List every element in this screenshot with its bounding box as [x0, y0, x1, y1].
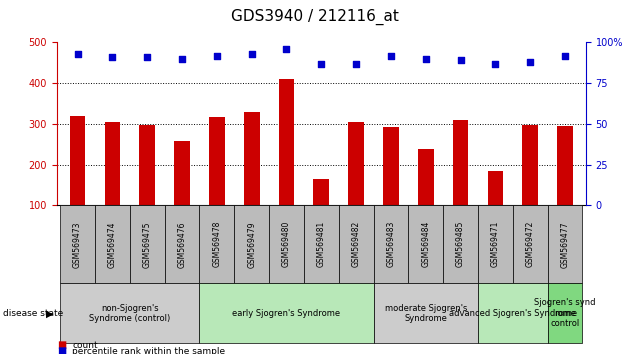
Bar [130, 205, 164, 283]
Text: percentile rank within the sample: percentile rank within the sample [72, 347, 226, 354]
Bar [488, 171, 503, 246]
Bar [443, 205, 478, 283]
Point [386, 53, 396, 58]
Point [177, 56, 187, 62]
Bar [105, 122, 120, 246]
Bar [374, 283, 478, 343]
Bar [547, 205, 582, 283]
Text: GSM569477: GSM569477 [561, 221, 570, 268]
Bar [200, 205, 234, 283]
Point [246, 51, 256, 57]
Bar [374, 205, 408, 283]
Text: GSM569482: GSM569482 [352, 221, 360, 267]
Text: GSM569479: GSM569479 [247, 221, 256, 268]
Bar [60, 205, 95, 283]
Bar [547, 283, 582, 343]
Point [455, 58, 466, 63]
Bar [383, 127, 399, 246]
Point [490, 61, 500, 67]
Text: GSM569483: GSM569483 [386, 221, 396, 268]
Bar [209, 116, 225, 246]
Bar [139, 125, 155, 246]
Text: GSM569474: GSM569474 [108, 221, 117, 268]
Bar [478, 283, 547, 343]
Bar [348, 122, 364, 246]
Bar [200, 283, 374, 343]
Point [212, 53, 222, 58]
Text: GSM569473: GSM569473 [73, 221, 82, 268]
Text: advanced Sjogren's Syndrome: advanced Sjogren's Syndrome [449, 309, 577, 318]
Bar [418, 149, 433, 246]
Bar [557, 126, 573, 246]
Text: GDS3940 / 212116_at: GDS3940 / 212116_at [231, 8, 399, 25]
Point [316, 61, 326, 67]
Text: early Sjogren's Syndrome: early Sjogren's Syndrome [232, 309, 341, 318]
Point [351, 61, 361, 67]
Bar [269, 205, 304, 283]
Point [142, 54, 152, 60]
Text: GSM569476: GSM569476 [178, 221, 186, 268]
Bar [244, 112, 260, 246]
Bar [453, 120, 468, 246]
Text: GSM569471: GSM569471 [491, 221, 500, 268]
Text: GSM569484: GSM569484 [421, 221, 430, 268]
Text: ▶: ▶ [46, 308, 54, 318]
Bar [175, 141, 190, 246]
Text: GSM569478: GSM569478 [212, 221, 221, 268]
Bar [408, 205, 443, 283]
Bar [278, 79, 294, 246]
Bar [60, 283, 200, 343]
Bar [164, 205, 200, 283]
Text: GSM569480: GSM569480 [282, 221, 291, 268]
Bar [522, 125, 538, 246]
Text: non-Sjogren's
Syndrome (control): non-Sjogren's Syndrome (control) [89, 304, 171, 323]
Bar [234, 205, 269, 283]
Text: ■: ■ [57, 346, 66, 354]
Text: GSM569472: GSM569472 [525, 221, 535, 268]
Point [560, 53, 570, 58]
Point [107, 54, 117, 60]
Text: disease state: disease state [3, 309, 64, 318]
Bar [70, 116, 86, 246]
Point [421, 56, 431, 62]
Point [282, 46, 292, 52]
Text: Sjogren's synd
rome
control: Sjogren's synd rome control [534, 298, 596, 328]
Text: GSM569485: GSM569485 [456, 221, 465, 268]
Bar [314, 179, 329, 246]
Bar [304, 205, 339, 283]
Bar [95, 205, 130, 283]
Bar [513, 205, 547, 283]
Text: GSM569481: GSM569481 [317, 221, 326, 267]
Text: moderate Sjogren's
Syndrome: moderate Sjogren's Syndrome [384, 304, 467, 323]
Text: ■: ■ [57, 340, 66, 350]
Bar [478, 205, 513, 283]
Point [525, 59, 536, 65]
Point [72, 51, 83, 57]
Text: count: count [72, 341, 98, 350]
Bar [339, 205, 374, 283]
Text: GSM569475: GSM569475 [143, 221, 152, 268]
